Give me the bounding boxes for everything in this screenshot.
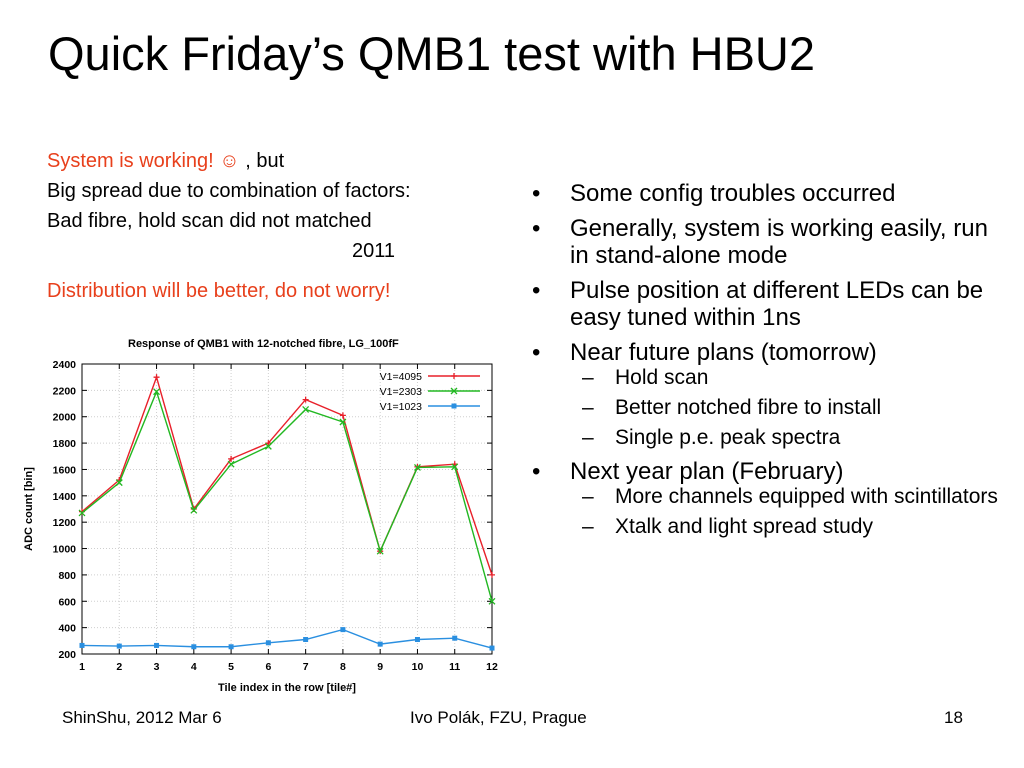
y-tick-label: 600	[58, 596, 76, 608]
x-tick-label: 6	[265, 661, 271, 673]
bullet-list: Some config troubles occurred Generally, …	[530, 180, 1010, 547]
series-line	[81, 628, 493, 649]
footer-left: ShinShu, 2012 Mar 6	[62, 708, 222, 727]
legend-label: V1=4095	[380, 371, 422, 383]
bullet-text: Near future plans (tomorrow)	[570, 339, 877, 366]
data-point	[191, 644, 197, 650]
status-highlight: System is working! ☺	[47, 150, 240, 172]
series-line	[81, 374, 493, 576]
slide-title: Quick Friday’s QMB1 test with HBU2	[48, 27, 816, 80]
spread-explanation: Big spread due to combination of factors…	[47, 180, 411, 232]
data-point	[115, 479, 123, 487]
x-tick-label: 9	[377, 661, 383, 673]
data-point	[303, 637, 309, 642]
data-point	[190, 506, 198, 514]
y-axis-label: ADC count [bin]	[23, 467, 35, 551]
data-point	[302, 406, 310, 413]
adc-response-chart: 200 400 600 800 1000 1200 1400 1600 1800 2000 2200…	[23, 338, 498, 694]
data-point	[339, 412, 346, 419]
status-continuation: , but	[239, 150, 285, 172]
x-tick-label: 4	[191, 661, 197, 673]
footer-center: Ivo Polák, FZU, Prague	[410, 708, 587, 727]
data-point	[264, 442, 272, 450]
y-tick-label: 1800	[53, 438, 77, 450]
y-tick-label: 1000	[53, 544, 77, 556]
sub-bullet-item: Better notched fibre to install	[570, 396, 1010, 420]
data-point	[413, 464, 421, 471]
y-tick-label: 200	[58, 649, 76, 661]
data-point	[376, 547, 384, 555]
data-point	[340, 627, 346, 633]
data-point	[377, 641, 383, 647]
y-tick-label: 1200	[53, 517, 77, 529]
data-point	[153, 388, 161, 396]
data-point	[339, 418, 347, 426]
chart-title: Response of QMB1 with 12-notched fibre, …	[128, 338, 399, 350]
y-tick-label: 1400	[53, 491, 77, 503]
x-tick-label: 2	[116, 661, 122, 673]
bullet-item: Generally, system is working easily, run…	[530, 215, 1010, 269]
year-label: 2011	[351, 240, 395, 262]
data-point	[452, 635, 458, 641]
x-tick-label: 8	[340, 661, 346, 673]
y-tick-label: 2200	[53, 385, 77, 397]
legend-label: V1=1023	[380, 401, 422, 413]
x-axis-label: Tile index in the row [tile#]	[218, 682, 356, 694]
x-tick-label: 3	[154, 661, 160, 673]
legend-label: V1=2303	[380, 386, 422, 398]
y-tick-label: 2400	[53, 359, 77, 371]
bullet-text: Some config troubles occurred	[570, 180, 896, 207]
data-point	[414, 637, 420, 642]
bullet-text: Generally, system is working easily, run…	[570, 215, 988, 269]
sub-bullet-item: Hold scan	[570, 366, 1010, 390]
legend-marker	[450, 387, 458, 395]
x-tick-label: 1	[79, 661, 85, 673]
y-tick-label: 800	[58, 570, 76, 582]
series-line	[81, 389, 493, 602]
plot-frame	[81, 363, 493, 655]
data-point	[116, 643, 122, 649]
data-point	[451, 463, 459, 471]
data-point	[228, 644, 234, 650]
bullet-text: Next year plan (February)	[570, 458, 844, 485]
y-tick-label: 1600	[53, 464, 77, 476]
data-point	[227, 460, 235, 468]
bullet-text: Pulse position at different LEDs can be …	[570, 277, 984, 331]
data-point	[265, 440, 272, 447]
reassurance-paragraph: Distribution will be better, do not worr…	[47, 280, 391, 302]
data-point	[78, 509, 86, 517]
data-point	[228, 455, 235, 462]
left-text-block: System is working! ☺ , but Big spread du…	[47, 146, 417, 306]
data-point	[79, 642, 85, 648]
data-point	[265, 640, 271, 646]
bullet-item: Pulse position at different LEDs can be …	[530, 277, 1010, 331]
data-point	[154, 642, 160, 648]
year-row: 2011	[47, 236, 395, 266]
y-tick-label: 400	[58, 623, 76, 635]
legend-marker	[451, 373, 457, 379]
x-tick-label: 7	[303, 661, 309, 673]
data-point	[489, 571, 495, 578]
bullet-item: Near future plans (tomorrow)Hold scan Bet…	[530, 339, 1010, 450]
x-tick-label: 12	[486, 661, 498, 673]
x-tick-label: 5	[228, 661, 234, 673]
bullet-item: Next year plan (February)More channels e…	[530, 458, 1010, 539]
data-point	[302, 396, 309, 403]
data-point	[488, 597, 496, 605]
status-paragraph: System is working! ☺ , but Big spread du…	[47, 146, 417, 266]
legend-marker	[451, 403, 457, 409]
x-tick-label: 10	[412, 661, 424, 673]
sub-bullet-item: More channels equipped with scintillator…	[570, 485, 1010, 509]
y-tick-label: 2000	[53, 412, 77, 424]
x-tick-label: 11	[449, 661, 460, 673]
sub-bullet-item: Xtalk and light spread study	[570, 515, 1010, 539]
bullet-item: Some config troubles occurred	[530, 180, 1010, 207]
data-point	[489, 645, 495, 651]
footer-page-number: 18	[944, 708, 963, 727]
sub-bullet-item: Single p.e. peak spectra	[570, 426, 1010, 450]
data-point	[153, 374, 160, 381]
